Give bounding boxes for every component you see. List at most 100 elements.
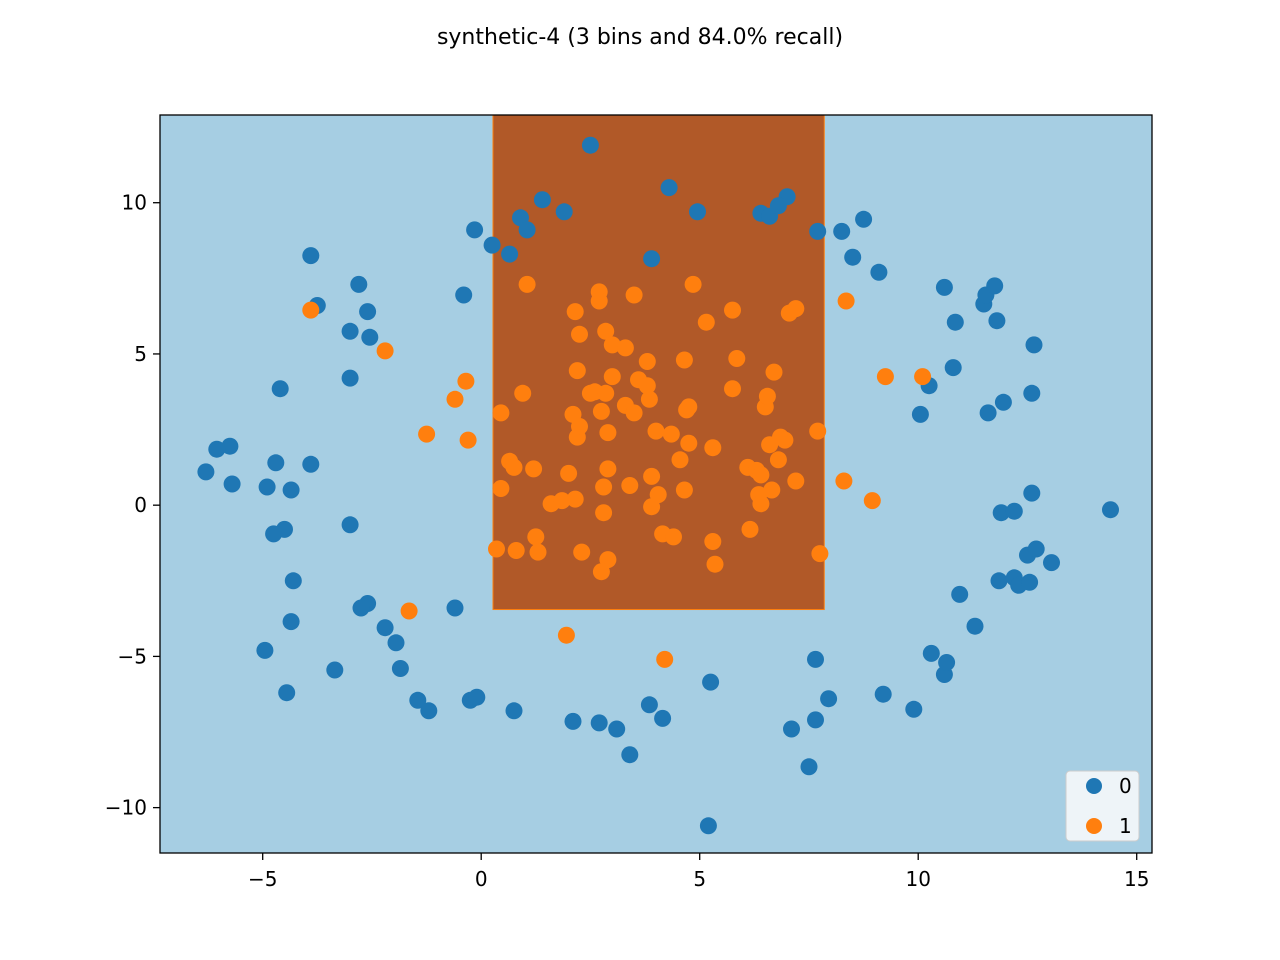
y-tick-label: 5 <box>134 342 147 366</box>
point-class-0-75 <box>966 617 984 635</box>
point-class-0-83 <box>992 504 1010 522</box>
legend: 0 1 <box>1065 770 1140 842</box>
point-class-0-97 <box>986 277 1004 295</box>
point-class-1-53 <box>640 390 658 408</box>
x-tick-label: 15 <box>1124 867 1149 891</box>
point-class-0-92 <box>1023 384 1041 402</box>
point-class-1-62 <box>671 451 689 469</box>
point-class-1-20 <box>560 464 578 482</box>
legend-box <box>1065 770 1140 842</box>
point-class-1-60 <box>662 425 680 443</box>
legend-marker-0 <box>1086 778 1102 794</box>
point-class-0-26 <box>455 286 473 304</box>
point-class-1-61 <box>665 528 682 546</box>
plot-area <box>159 114 1153 854</box>
point-class-0-12 <box>483 236 501 254</box>
point-class-0-91 <box>994 393 1012 411</box>
point-class-1-0 <box>302 301 320 319</box>
point-class-1-8 <box>514 384 532 402</box>
point-class-0-32 <box>197 463 215 481</box>
point-class-0-14 <box>643 250 661 268</box>
point-class-0-79 <box>1021 573 1039 591</box>
point-class-1-89 <box>776 431 794 449</box>
point-class-1-1 <box>376 342 394 360</box>
point-class-1-15 <box>525 460 543 478</box>
point-class-1-13 <box>505 458 523 476</box>
point-class-0-34 <box>223 475 241 493</box>
point-class-1-42 <box>592 563 610 581</box>
legend-label-0: 0 <box>1119 774 1132 798</box>
point-class-1-33 <box>590 292 608 310</box>
point-class-1-98 <box>876 368 894 386</box>
point-class-0-60 <box>640 696 658 714</box>
point-class-0-64 <box>807 650 824 668</box>
point-class-1-95 <box>835 472 853 490</box>
point-class-0-99 <box>1025 336 1043 354</box>
point-class-1-54 <box>643 467 661 485</box>
point-class-0-39 <box>341 516 359 534</box>
point-class-0-24 <box>341 322 359 340</box>
point-class-0-52 <box>420 702 438 720</box>
point-class-1-6 <box>400 602 418 620</box>
point-class-1-36 <box>595 504 613 522</box>
point-class-0-17 <box>855 210 873 228</box>
point-class-1-14 <box>507 542 525 559</box>
point-class-1-22 <box>566 303 584 321</box>
point-class-0-0 <box>581 136 599 154</box>
y-tick-label: 10 <box>122 191 147 215</box>
point-class-0-87 <box>911 405 929 423</box>
point-class-1-57 <box>649 486 667 504</box>
point-class-1-23 <box>568 362 586 380</box>
point-class-0-44 <box>282 613 300 631</box>
point-class-0-94 <box>946 313 964 331</box>
point-class-1-74 <box>724 380 741 398</box>
point-class-0-89 <box>944 359 962 377</box>
legend-label-1: 1 <box>1119 814 1132 838</box>
point-class-0-67 <box>820 690 838 708</box>
x-tick-label: −5 <box>248 867 277 891</box>
point-class-0-33 <box>267 454 285 472</box>
point-class-0-15 <box>809 222 827 240</box>
scatter-points <box>197 136 1119 835</box>
y-tick-label: −10 <box>105 796 147 820</box>
point-class-1-96 <box>837 292 855 310</box>
point-class-1-44 <box>603 368 621 386</box>
point-class-0-76 <box>990 572 1008 590</box>
point-class-1-83 <box>758 387 776 405</box>
point-class-0-11 <box>466 221 484 239</box>
point-class-0-13 <box>501 245 519 263</box>
point-class-1-27 <box>566 490 584 508</box>
point-class-0-63 <box>699 817 717 835</box>
point-class-1-48 <box>625 286 643 304</box>
point-class-0-19 <box>870 263 888 281</box>
point-class-0-10 <box>518 221 536 239</box>
point-class-0-86 <box>1102 501 1119 519</box>
point-class-0-25 <box>361 328 379 346</box>
point-class-0-50 <box>278 684 296 702</box>
point-class-1-81 <box>752 466 770 484</box>
point-class-1-77 <box>741 520 759 538</box>
chart-title: synthetic-4 (3 bins and 84.0% recall) <box>437 25 843 50</box>
point-class-1-75 <box>728 350 746 367</box>
point-class-0-36 <box>282 481 300 499</box>
point-class-0-2 <box>533 191 551 209</box>
point-class-0-45 <box>376 619 394 637</box>
x-tick-label: 5 <box>693 867 706 891</box>
point-class-0-65 <box>807 711 824 729</box>
point-class-0-4 <box>689 203 706 221</box>
point-class-0-47 <box>256 641 274 659</box>
point-class-0-23 <box>359 303 377 321</box>
point-class-0-61 <box>654 709 672 727</box>
point-class-1-10 <box>492 480 510 497</box>
point-class-0-71 <box>922 644 940 662</box>
point-class-1-52 <box>638 377 656 395</box>
point-class-1-67 <box>680 434 698 452</box>
point-class-1-39 <box>599 424 617 442</box>
point-class-0-49 <box>326 661 344 679</box>
point-class-0-70 <box>905 700 923 718</box>
point-class-1-94 <box>811 545 829 563</box>
point-class-1-92 <box>787 472 805 490</box>
point-class-1-69 <box>697 313 715 331</box>
point-class-1-4 <box>418 425 436 443</box>
point-class-0-42 <box>352 599 370 617</box>
